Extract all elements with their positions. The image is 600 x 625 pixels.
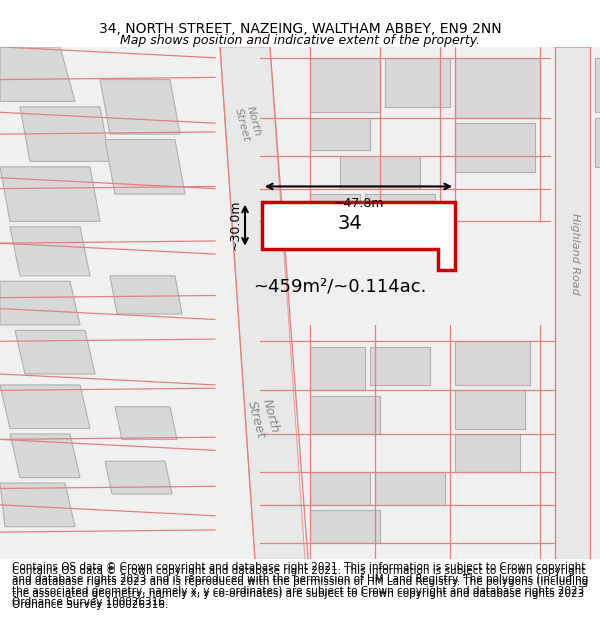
Polygon shape xyxy=(310,118,370,151)
Text: Map shows position and indicative extent of the property.: Map shows position and indicative extent… xyxy=(120,34,480,48)
Polygon shape xyxy=(455,341,530,385)
Text: Contains OS data © Crown copyright and database right 2021. This information is : Contains OS data © Crown copyright and d… xyxy=(12,562,588,608)
Polygon shape xyxy=(385,58,450,107)
Text: 34: 34 xyxy=(338,214,362,233)
Polygon shape xyxy=(115,407,177,439)
Polygon shape xyxy=(310,396,380,434)
Text: 34, NORTH STREET, NAZEING, WALTHAM ABBEY, EN9 2NN: 34, NORTH STREET, NAZEING, WALTHAM ABBEY… xyxy=(98,22,502,36)
Polygon shape xyxy=(370,347,430,385)
Text: Highland Road: Highland Road xyxy=(570,213,580,295)
Polygon shape xyxy=(15,331,95,374)
Polygon shape xyxy=(0,281,80,325)
Text: ~47.8m: ~47.8m xyxy=(333,198,384,211)
Polygon shape xyxy=(455,434,520,472)
Polygon shape xyxy=(10,227,90,276)
Text: ~459m²/~0.114ac.: ~459m²/~0.114ac. xyxy=(253,278,427,296)
Polygon shape xyxy=(595,118,600,167)
Polygon shape xyxy=(220,47,305,559)
Polygon shape xyxy=(0,47,75,101)
Polygon shape xyxy=(310,58,380,112)
Polygon shape xyxy=(10,434,80,478)
Polygon shape xyxy=(262,202,455,271)
Polygon shape xyxy=(0,483,75,527)
Polygon shape xyxy=(555,47,590,559)
Text: Contains OS data © Crown copyright and database right 2021. This information is : Contains OS data © Crown copyright and d… xyxy=(12,566,588,611)
Polygon shape xyxy=(310,347,365,391)
Polygon shape xyxy=(595,58,600,112)
Polygon shape xyxy=(0,385,90,429)
Polygon shape xyxy=(375,472,445,505)
Polygon shape xyxy=(100,79,180,134)
Polygon shape xyxy=(110,276,182,314)
Polygon shape xyxy=(310,510,380,543)
Polygon shape xyxy=(455,58,540,118)
Polygon shape xyxy=(105,139,185,194)
Polygon shape xyxy=(310,472,370,505)
Polygon shape xyxy=(340,156,420,189)
Text: ~30.0m: ~30.0m xyxy=(229,200,242,251)
Polygon shape xyxy=(365,194,435,221)
Polygon shape xyxy=(0,167,100,221)
Polygon shape xyxy=(105,461,172,494)
Polygon shape xyxy=(455,391,525,429)
Polygon shape xyxy=(310,194,360,221)
Polygon shape xyxy=(455,123,535,172)
Polygon shape xyxy=(20,107,110,161)
Text: North
Street: North Street xyxy=(233,104,263,142)
Text: North
Street: North Street xyxy=(245,396,281,440)
